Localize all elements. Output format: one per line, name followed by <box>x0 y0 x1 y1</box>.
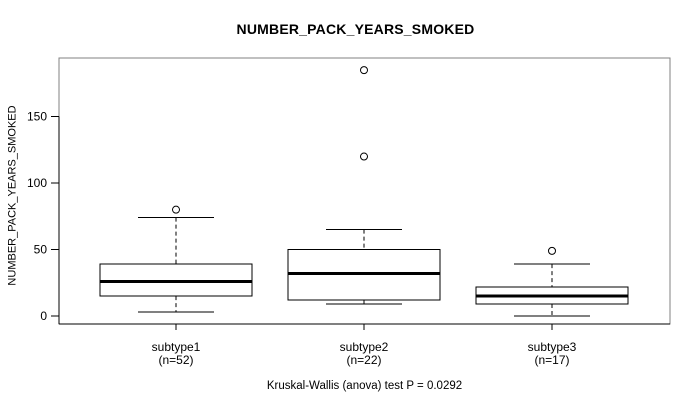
x-label-subtype3: subtype3 <box>528 340 577 354</box>
x-label-subtype2: subtype2 <box>340 340 389 354</box>
y-tick-label-0: 0 <box>40 309 47 323</box>
y-tick-label-100: 100 <box>27 176 47 190</box>
outlier-point-subtype3 <box>548 246 556 255</box>
y-tick-label-50: 50 <box>34 243 48 257</box>
y-tick-label-150: 150 <box>27 110 47 124</box>
outlier-point-subtype2 <box>360 152 368 161</box>
chart-title: NUMBER_PACK_YEARS_SMOKED <box>236 21 475 37</box>
stat-test-caption: Kruskal-Wallis (anova) test P = 0.0292 <box>266 380 463 392</box>
x-sublabel-subtype1: (n=52) <box>158 353 193 367</box>
x-label-subtype1: subtype1 <box>152 340 201 354</box>
x-sublabel-subtype2: (n=22) <box>346 353 381 367</box>
outlier-point-subtype1 <box>172 205 180 214</box>
outlier-point-subtype2 <box>360 66 368 75</box>
x-sublabel-subtype3: (n=17) <box>534 353 569 367</box>
